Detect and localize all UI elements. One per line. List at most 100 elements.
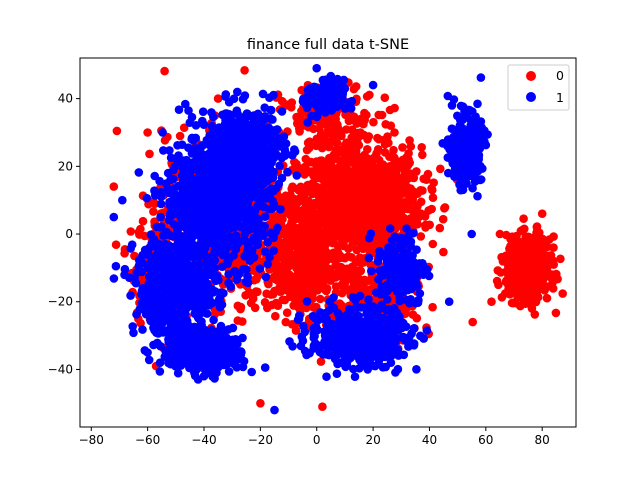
data-point xyxy=(328,254,337,264)
data-point xyxy=(312,134,322,144)
data-point xyxy=(251,287,261,296)
data-point xyxy=(556,254,565,264)
data-point xyxy=(356,257,366,266)
data-point xyxy=(506,241,515,251)
data-point xyxy=(390,128,399,137)
data-point xyxy=(213,94,223,103)
data-point xyxy=(298,239,308,248)
data-point xyxy=(410,207,419,216)
data-point xyxy=(329,216,338,225)
data-point xyxy=(159,146,168,155)
data-point xyxy=(352,226,362,235)
data-point xyxy=(558,289,567,298)
data-point xyxy=(513,265,523,274)
data-point xyxy=(269,200,279,209)
data-point xyxy=(186,201,195,210)
data-point xyxy=(402,153,411,162)
data-point xyxy=(111,261,121,271)
data-point xyxy=(260,247,270,256)
data-point xyxy=(355,233,365,243)
data-point xyxy=(335,211,345,220)
data-point xyxy=(126,227,136,236)
data-point xyxy=(271,263,281,273)
data-point xyxy=(357,242,366,251)
data-point xyxy=(518,225,527,235)
data-point xyxy=(191,244,200,253)
data-point xyxy=(392,203,402,213)
data-point xyxy=(333,248,343,257)
data-point xyxy=(224,254,234,264)
data-point xyxy=(271,311,280,321)
data-point xyxy=(319,191,328,200)
data-point xyxy=(342,224,351,234)
data-point xyxy=(217,262,227,272)
data-point xyxy=(487,297,496,307)
data-point xyxy=(535,278,545,288)
data-point xyxy=(545,235,554,244)
data-point xyxy=(128,322,137,331)
data-point xyxy=(246,224,255,234)
data-point xyxy=(335,232,344,241)
data-point xyxy=(172,195,182,204)
data-point xyxy=(284,208,294,217)
data-point xyxy=(417,143,427,152)
data-point xyxy=(316,357,326,366)
data-point xyxy=(364,276,374,286)
data-point xyxy=(339,144,348,154)
data-point xyxy=(358,219,368,229)
data-point xyxy=(371,204,380,213)
data-point xyxy=(423,169,433,179)
data-point xyxy=(383,132,392,141)
data-point xyxy=(337,196,347,206)
data-point xyxy=(405,136,414,145)
data-point xyxy=(126,244,135,253)
data-point xyxy=(143,128,152,137)
data-point xyxy=(365,90,374,100)
data-point xyxy=(439,247,448,257)
data-point xyxy=(184,106,193,115)
data-point xyxy=(380,140,390,149)
data-point xyxy=(266,290,276,299)
data-point xyxy=(342,138,351,147)
data-point xyxy=(134,227,144,237)
data-point xyxy=(347,155,356,164)
data-point xyxy=(345,191,355,200)
data-point xyxy=(219,247,229,257)
data-point xyxy=(321,238,330,247)
data-point xyxy=(309,171,318,180)
data-point xyxy=(223,211,232,221)
data-point xyxy=(440,204,449,213)
data-point xyxy=(498,257,508,266)
data-point xyxy=(185,231,195,240)
data-point xyxy=(328,238,338,248)
data-point xyxy=(126,291,135,300)
data-point xyxy=(401,178,410,188)
data-point xyxy=(352,179,362,189)
data-point xyxy=(185,210,194,219)
data-point xyxy=(428,239,438,249)
data-point xyxy=(145,149,154,159)
data-point xyxy=(320,178,329,188)
data-point xyxy=(362,110,371,120)
data-point xyxy=(409,191,418,201)
data-point xyxy=(428,193,438,202)
data-point xyxy=(224,270,233,279)
data-point xyxy=(379,195,389,205)
data-point xyxy=(323,208,332,218)
data-point xyxy=(290,256,299,266)
data-point xyxy=(390,170,399,179)
data-point xyxy=(287,224,297,234)
data-point xyxy=(380,93,390,102)
data-point xyxy=(427,204,437,214)
data-point xyxy=(334,184,343,194)
data-point xyxy=(319,267,329,276)
data-point xyxy=(363,203,373,212)
data-point xyxy=(299,257,309,266)
data-point xyxy=(292,289,301,298)
data-point xyxy=(396,187,406,196)
data-point xyxy=(300,165,309,175)
data-point xyxy=(233,316,243,325)
data-point xyxy=(374,110,384,120)
data-point xyxy=(369,175,379,184)
